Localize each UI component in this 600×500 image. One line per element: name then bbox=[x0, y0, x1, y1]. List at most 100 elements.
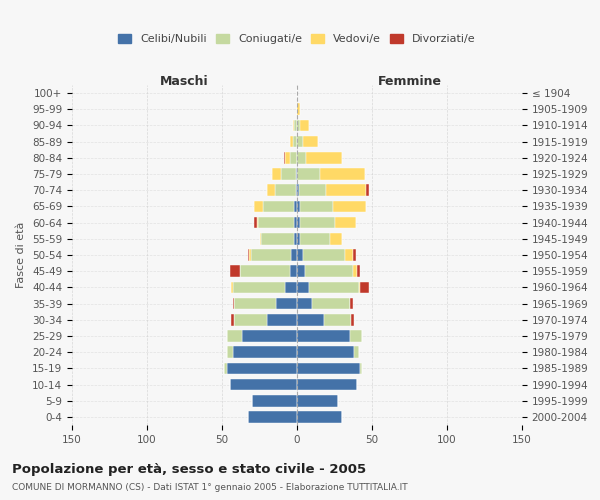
Bar bbox=[241, 330, 297, 342]
Bar bbox=[297, 120, 300, 132]
Bar bbox=[296, 184, 297, 196]
Bar bbox=[252, 395, 297, 406]
Bar bbox=[303, 249, 345, 261]
Bar bbox=[249, 249, 251, 261]
Bar bbox=[300, 217, 335, 228]
Bar bbox=[263, 200, 294, 212]
Bar bbox=[297, 378, 357, 390]
Bar bbox=[254, 217, 257, 228]
Bar bbox=[297, 152, 306, 164]
Bar bbox=[248, 411, 297, 422]
Bar bbox=[229, 266, 240, 277]
Bar bbox=[297, 200, 300, 212]
Bar bbox=[275, 184, 296, 196]
Bar bbox=[297, 411, 342, 422]
Bar bbox=[300, 120, 309, 132]
Text: COMUNE DI MORMANNO (CS) - Dati ISTAT 1° gennaio 2005 - Elaborazione TUTTITALIA.I: COMUNE DI MORMANNO (CS) - Dati ISTAT 1° … bbox=[12, 482, 407, 492]
Bar bbox=[267, 184, 275, 196]
Bar bbox=[297, 233, 300, 244]
Bar bbox=[234, 298, 276, 310]
Bar bbox=[257, 217, 258, 228]
Bar bbox=[271, 168, 281, 180]
Bar bbox=[299, 184, 325, 196]
Bar bbox=[357, 266, 360, 277]
Bar bbox=[297, 184, 299, 196]
Y-axis label: Anni di nascita: Anni di nascita bbox=[597, 214, 600, 296]
Bar bbox=[360, 282, 369, 293]
Bar bbox=[285, 282, 297, 293]
Bar bbox=[254, 200, 263, 212]
Bar bbox=[297, 298, 312, 310]
Bar bbox=[284, 152, 285, 164]
Bar bbox=[349, 298, 353, 310]
Bar bbox=[231, 282, 233, 293]
Bar bbox=[353, 249, 355, 261]
Text: Popolazione per età, sesso e stato civile - 2005: Popolazione per età, sesso e stato civil… bbox=[12, 462, 366, 475]
Bar bbox=[227, 346, 233, 358]
Bar bbox=[297, 168, 320, 180]
Bar bbox=[297, 362, 360, 374]
Bar bbox=[300, 200, 333, 212]
Bar bbox=[296, 168, 297, 180]
Bar bbox=[351, 314, 354, 326]
Bar bbox=[258, 217, 294, 228]
Bar bbox=[333, 200, 366, 212]
Bar bbox=[248, 249, 249, 261]
Bar bbox=[233, 346, 297, 358]
Bar bbox=[366, 184, 369, 196]
Bar bbox=[353, 266, 357, 277]
Bar bbox=[227, 362, 297, 374]
Bar bbox=[240, 266, 290, 277]
Bar bbox=[335, 217, 355, 228]
Bar bbox=[281, 168, 296, 180]
Bar bbox=[290, 152, 297, 164]
Bar bbox=[360, 362, 361, 374]
Y-axis label: Fasce di età: Fasce di età bbox=[16, 222, 26, 288]
Bar bbox=[297, 249, 303, 261]
Bar bbox=[276, 298, 297, 310]
Bar bbox=[320, 168, 365, 180]
Bar bbox=[345, 249, 353, 261]
Bar bbox=[294, 200, 297, 212]
Bar bbox=[324, 314, 351, 326]
Bar bbox=[349, 330, 361, 342]
Bar bbox=[312, 298, 349, 310]
Bar bbox=[297, 282, 309, 293]
Bar bbox=[229, 378, 297, 390]
Bar bbox=[285, 152, 290, 164]
Bar bbox=[309, 282, 359, 293]
Bar bbox=[297, 395, 337, 406]
Bar bbox=[297, 104, 300, 115]
Bar bbox=[294, 120, 297, 132]
Bar bbox=[330, 233, 342, 244]
Bar bbox=[223, 362, 227, 374]
Bar bbox=[233, 282, 285, 293]
Legend: Celibi/Nubili, Coniugati/e, Vedovi/e, Divorziati/e: Celibi/Nubili, Coniugati/e, Vedovi/e, Di… bbox=[114, 30, 480, 48]
Bar bbox=[303, 136, 318, 147]
Bar bbox=[359, 282, 360, 293]
Text: Femmine: Femmine bbox=[377, 75, 442, 88]
Bar bbox=[297, 330, 349, 342]
Bar bbox=[233, 298, 234, 310]
Bar bbox=[227, 330, 241, 342]
Bar bbox=[290, 136, 293, 147]
Bar bbox=[325, 184, 366, 196]
Bar bbox=[305, 266, 353, 277]
Bar bbox=[293, 120, 294, 132]
Bar bbox=[231, 314, 234, 326]
Bar bbox=[251, 249, 291, 261]
Bar bbox=[293, 136, 297, 147]
Bar bbox=[294, 233, 297, 244]
Bar bbox=[260, 233, 261, 244]
Bar bbox=[297, 314, 324, 326]
Bar bbox=[261, 233, 294, 244]
Bar bbox=[297, 266, 305, 277]
Bar bbox=[291, 249, 297, 261]
Text: Maschi: Maschi bbox=[160, 75, 209, 88]
Bar bbox=[294, 217, 297, 228]
Bar bbox=[234, 314, 267, 326]
Bar bbox=[267, 314, 297, 326]
Bar bbox=[290, 266, 297, 277]
Bar bbox=[297, 217, 300, 228]
Bar bbox=[300, 233, 330, 244]
